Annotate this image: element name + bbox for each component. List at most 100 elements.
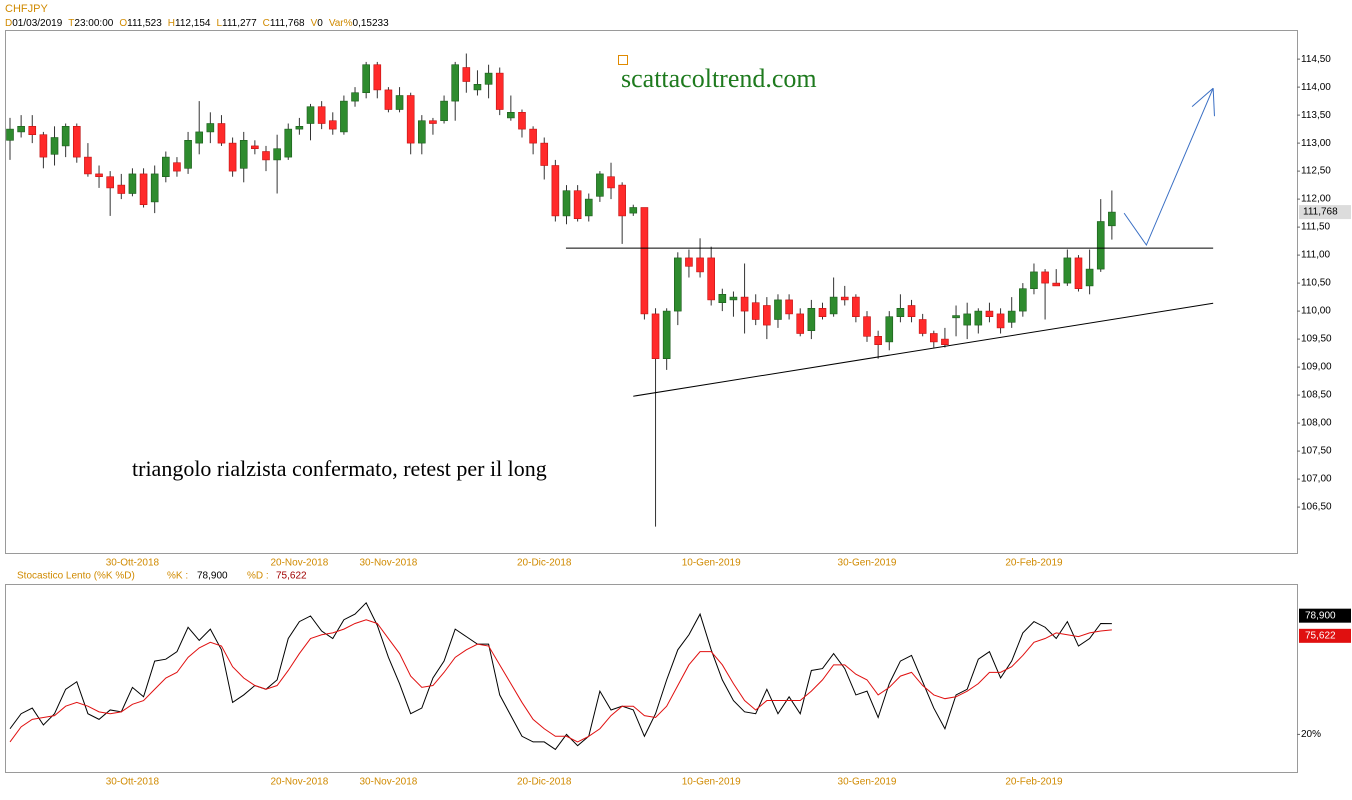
x-tick-label: 30-Ott-2018 xyxy=(106,777,160,788)
candle-body xyxy=(451,64,460,102)
candle-body xyxy=(863,316,871,337)
candle-body xyxy=(963,313,971,326)
candle-body xyxy=(228,142,237,172)
candle-body xyxy=(162,156,170,178)
candle-body xyxy=(1096,221,1105,270)
candle-body xyxy=(384,89,393,110)
candle-body xyxy=(473,84,482,91)
candle-body xyxy=(17,126,25,133)
y-tick-label: 110,00 xyxy=(1301,306,1331,317)
annotation: triangolo rialzista confermato, retest p… xyxy=(132,456,547,481)
header-value: 112,154 xyxy=(175,18,211,29)
candle-body xyxy=(1063,257,1072,284)
header-value: 111,277 xyxy=(222,18,257,29)
candle-body xyxy=(729,296,738,301)
candle-body xyxy=(785,299,793,315)
y-tick-label: 114,00 xyxy=(1301,82,1331,93)
ohlc-header: D01/03/2019 T23:00:00 O111,523 H112,154 L111… xyxy=(5,18,389,29)
candle-body xyxy=(996,313,1005,329)
last-value-label: 75,622 xyxy=(1305,630,1336,641)
candle-body xyxy=(941,338,949,345)
candle-body xyxy=(217,123,226,144)
candle-body xyxy=(584,198,593,217)
candle-body xyxy=(117,184,126,194)
x-tick-label: 10-Gen-2019 xyxy=(682,777,741,788)
y-tick-label: 107,50 xyxy=(1301,446,1332,457)
candle-body xyxy=(295,126,304,130)
header-key: D xyxy=(5,18,12,29)
candle-body xyxy=(406,95,415,144)
y-tick-label: 109,50 xyxy=(1301,334,1332,345)
header-key: T xyxy=(68,18,74,29)
candle-body xyxy=(907,305,916,317)
candle-body xyxy=(829,296,838,315)
candle-body xyxy=(340,100,348,133)
y-tick-label: 114,50 xyxy=(1301,54,1331,65)
candle-body xyxy=(1074,257,1083,290)
indicator-line xyxy=(9,601,1112,751)
symbol: CHFJPY xyxy=(5,3,48,15)
candle-body xyxy=(796,313,805,334)
legend-d-value: 75,622 xyxy=(276,571,307,582)
candle-body xyxy=(362,64,370,94)
y-tick-label: 111,50 xyxy=(1301,222,1331,233)
candle-body xyxy=(640,207,649,315)
candle-body xyxy=(351,92,359,102)
x-tick-label: 30-Ott-2018 xyxy=(106,558,160,569)
header-value: 0 xyxy=(317,18,323,29)
y-tick-label: 20% xyxy=(1301,729,1321,740)
x-tick-label: 30-Nov-2018 xyxy=(360,777,418,788)
header-key: H xyxy=(168,18,175,29)
stochastic-panel xyxy=(5,584,1298,773)
drawn-line xyxy=(633,302,1214,397)
candle-body xyxy=(251,145,259,150)
candle-body xyxy=(72,126,81,158)
candle-body xyxy=(61,126,70,147)
y-tick-label: 113,00 xyxy=(1301,138,1331,149)
candle-body xyxy=(1052,282,1061,287)
candle-body xyxy=(395,95,404,110)
y-tick-label: 109,00 xyxy=(1301,362,1332,373)
candle-body xyxy=(484,72,493,85)
candle-body xyxy=(184,140,192,169)
candle-body xyxy=(507,112,515,119)
header-value: 111,523 xyxy=(127,18,162,29)
candle-body xyxy=(239,140,248,169)
candle-body xyxy=(852,296,860,317)
candle-body xyxy=(195,131,204,144)
candle-body xyxy=(840,296,849,301)
candle-body xyxy=(518,112,526,130)
candle-body xyxy=(629,207,638,214)
y-tick-label: 112,00 xyxy=(1301,194,1331,205)
y-tick-label: 112,50 xyxy=(1301,166,1331,177)
candle-body xyxy=(540,142,549,166)
candle-body xyxy=(673,257,682,312)
candle-body xyxy=(751,302,760,320)
indicator-line xyxy=(9,619,1112,743)
candle-body xyxy=(306,106,315,124)
candle-body xyxy=(95,173,103,178)
x-tick-label: 20-Dic-2018 xyxy=(517,777,572,788)
x-tick-label: 20-Dic-2018 xyxy=(517,558,572,569)
x-tick-label: 10-Gen-2019 xyxy=(682,558,741,569)
candle-body xyxy=(462,67,471,82)
candle-body xyxy=(317,106,326,124)
marker-square xyxy=(618,55,628,65)
legend-k-value: 78,900 xyxy=(197,571,228,582)
candle-body xyxy=(885,316,894,343)
candle-body xyxy=(685,257,693,267)
candle-body xyxy=(1030,271,1038,290)
y-tick-label: 110,50 xyxy=(1301,278,1331,289)
candle-body xyxy=(774,299,782,320)
last-value-box xyxy=(1299,608,1351,623)
candle-body xyxy=(952,315,960,319)
candle-body xyxy=(662,310,671,359)
header-value: 0,15233 xyxy=(353,18,390,29)
candle-body xyxy=(150,173,159,203)
candle-body xyxy=(50,137,59,155)
candle-body xyxy=(929,333,938,343)
candle-body xyxy=(84,156,92,175)
x-tick-label: 20-Nov-2018 xyxy=(270,777,328,788)
